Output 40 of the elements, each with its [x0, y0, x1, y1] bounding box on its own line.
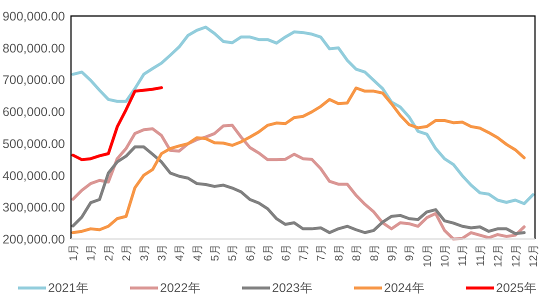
x-tick-label: 3月 [156, 244, 168, 262]
y-tick-label: 800,000.00 [2, 41, 66, 56]
x-tick-label: 8月 [351, 244, 364, 262]
x-tick-label: 4月 [174, 244, 186, 262]
x-tick-label: 8月 [333, 244, 346, 262]
legend-label: 2024年 [384, 281, 425, 295]
x-tick-label: 1月 [86, 244, 98, 262]
x-tick-label: 9月 [404, 244, 416, 262]
x-tick-label: 10月 [422, 244, 434, 268]
legend-label: 2025年 [496, 281, 537, 295]
x-tick-label: 8月 [368, 244, 381, 262]
x-tick-label: 6月 [280, 244, 292, 262]
y-tick-label: 500,000.00 [2, 136, 66, 151]
x-tick-label: 7月 [316, 244, 328, 262]
x-tick-label: 3月 [138, 244, 151, 262]
x-tick-label: 11月 [474, 244, 487, 266]
x-tick-label: 7月 [298, 244, 310, 262]
y-tick-label: 600,000.00 [2, 105, 66, 120]
x-tick-label: 2月 [103, 244, 116, 262]
y-tick-label: 700,000.00 [2, 73, 66, 88]
legend-label: 2023年 [272, 281, 313, 295]
x-tick-label: 9月 [386, 244, 398, 262]
legend-label: 2022年 [160, 281, 201, 295]
x-tick-label: 4月 [192, 244, 204, 262]
x-tick-label: 12月 [510, 244, 522, 268]
x-tick-label: 5月 [210, 244, 222, 262]
x-tick-label: 6月 [262, 244, 275, 262]
x-tick-label: 12月 [492, 244, 505, 268]
x-tick-label: 2月 [121, 244, 134, 262]
x-tick-label: 6月 [244, 244, 257, 262]
x-tick-label: 5月 [227, 244, 240, 262]
y-tick-label: 200,000.00 [2, 232, 66, 246]
legend-label: 2021年 [48, 281, 89, 295]
x-tick-label: 11月 [457, 244, 470, 266]
y-tick-label: 900,000.00 [2, 10, 66, 24]
y-tick-label: 400,000.00 [2, 168, 66, 183]
x-tick-label: 12月 [528, 244, 540, 268]
x-tick-label: 10月 [440, 244, 452, 268]
y-tick-label: 300,000.00 [2, 200, 66, 215]
x-tick-label: 1月 [68, 244, 80, 262]
